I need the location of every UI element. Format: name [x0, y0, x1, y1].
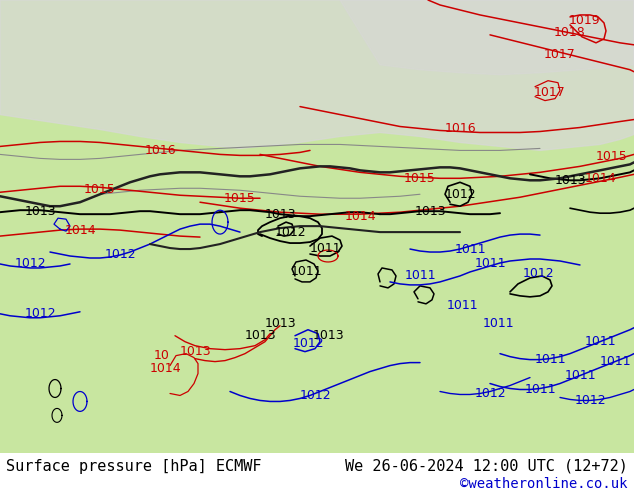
Text: 1011: 1011 [309, 242, 341, 254]
Text: 1015: 1015 [596, 150, 628, 163]
Text: We 26-06-2024 12:00 UTC (12+72): We 26-06-2024 12:00 UTC (12+72) [345, 459, 628, 474]
Text: 1012: 1012 [522, 268, 554, 280]
Text: 1013: 1013 [312, 329, 344, 342]
Text: 1013: 1013 [554, 174, 586, 187]
Text: 1014: 1014 [64, 223, 96, 237]
Text: 1015: 1015 [84, 183, 116, 196]
Text: 1011: 1011 [534, 353, 566, 366]
Text: 1011: 1011 [290, 266, 322, 278]
Text: 1011: 1011 [454, 243, 486, 256]
Text: 1018: 1018 [554, 26, 586, 39]
Text: Surface pressure [hPa] ECMWF: Surface pressure [hPa] ECMWF [6, 459, 262, 474]
Text: 1013: 1013 [414, 205, 446, 218]
Text: 1012: 1012 [14, 257, 46, 270]
Text: 1011: 1011 [474, 257, 506, 270]
Text: 1013: 1013 [244, 329, 276, 342]
Text: 1019: 1019 [568, 14, 600, 27]
Text: 1013: 1013 [179, 345, 211, 358]
Text: 1012: 1012 [574, 394, 606, 407]
Text: 1014: 1014 [344, 210, 376, 222]
Text: 1011: 1011 [404, 270, 436, 282]
Text: 1012: 1012 [444, 188, 476, 201]
Text: 1011: 1011 [524, 383, 556, 396]
Text: 1013: 1013 [264, 317, 296, 330]
Text: 1012: 1012 [474, 387, 506, 400]
Text: 1013: 1013 [24, 205, 56, 218]
Text: 1012: 1012 [104, 247, 136, 261]
Text: 1011: 1011 [564, 369, 596, 382]
Text: 1015: 1015 [404, 172, 436, 185]
Text: 1012: 1012 [292, 337, 324, 350]
Text: 1016: 1016 [444, 122, 476, 135]
Text: 1012: 1012 [299, 389, 331, 402]
Polygon shape [340, 0, 634, 74]
Text: 1012: 1012 [24, 307, 56, 320]
Text: 1017: 1017 [544, 49, 576, 61]
Text: 1015: 1015 [224, 192, 256, 205]
Polygon shape [0, 0, 634, 150]
Text: 1012: 1012 [274, 225, 306, 239]
Text: 1011: 1011 [446, 299, 478, 312]
Text: 1011: 1011 [482, 317, 514, 330]
Text: 1014: 1014 [584, 172, 616, 185]
Text: 1014: 1014 [149, 362, 181, 375]
Text: 1013: 1013 [264, 208, 296, 220]
Text: 1011: 1011 [599, 355, 631, 368]
Text: 1016: 1016 [144, 144, 176, 157]
Text: 10: 10 [154, 349, 170, 362]
Text: 1017: 1017 [534, 86, 566, 99]
Text: 1011: 1011 [584, 335, 616, 348]
Text: ©weatheronline.co.uk: ©weatheronline.co.uk [460, 477, 628, 490]
